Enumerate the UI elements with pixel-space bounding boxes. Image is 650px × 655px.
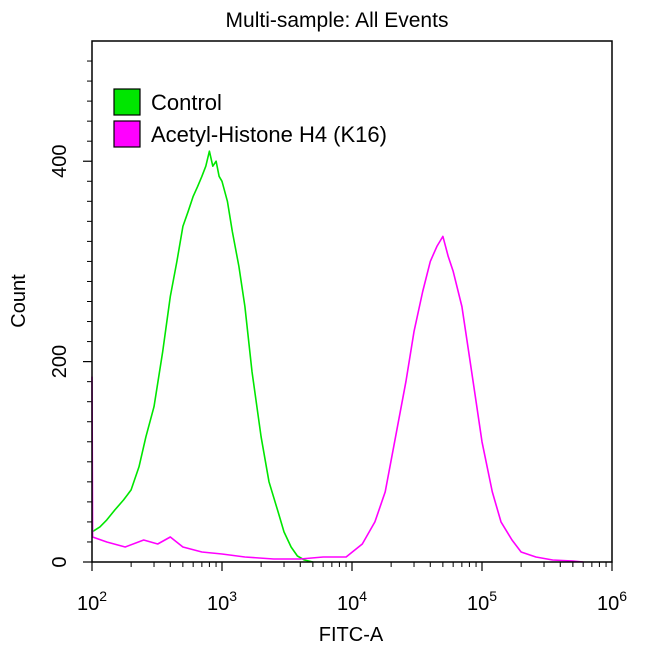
series-line-acetyl-histone-h4-k16 [91,235,584,563]
y-tick-label: 0 [49,556,71,567]
plot-frame [91,40,613,563]
x-tick-label: 106 [597,588,627,615]
legend-swatch [113,120,141,148]
legend-swatch [113,88,141,116]
x-tick-label: 105 [467,588,497,615]
axes: 102 103 104 105 106 0 200 400 [49,60,627,615]
series-lines [91,150,584,563]
y-axis-label: Count [8,274,30,328]
legend: Control Acetyl-Histone H4 (K16) [113,88,387,148]
x-axis-label: FITC-A [319,624,384,646]
y-tick-label: 400 [49,145,71,178]
legend-label: Control [151,90,222,115]
series-line-control [91,150,314,563]
x-tick-label: 104 [337,588,367,615]
x-tick-label: 103 [207,588,237,615]
legend-label: Acetyl-Histone H4 (K16) [151,122,387,147]
y-tick-label: 200 [49,345,71,378]
chart-title: Multi-sample: All Events [226,9,449,32]
x-tick-label: 102 [77,588,107,615]
